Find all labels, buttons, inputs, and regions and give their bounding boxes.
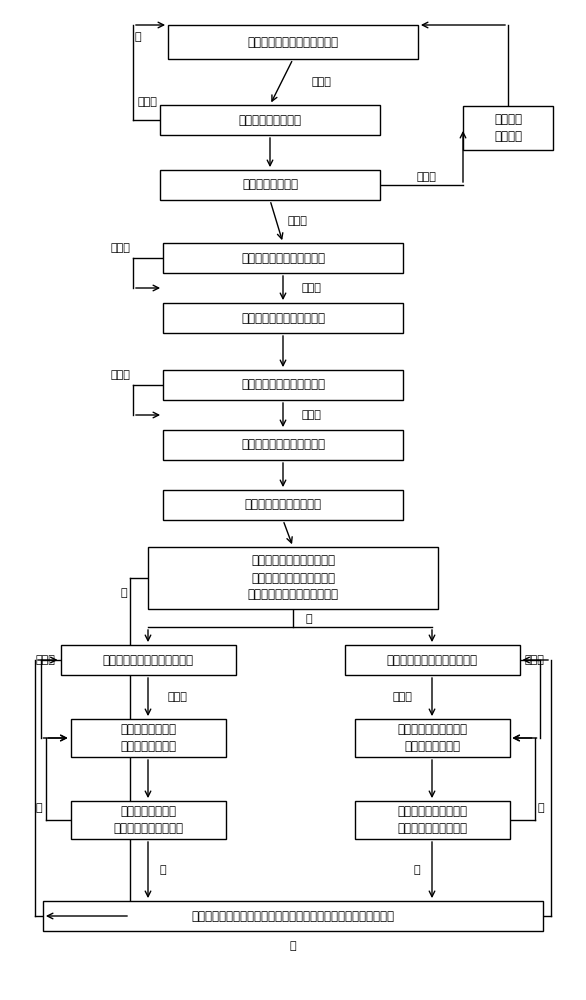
Text: 接收电平模式电能参量信号: 接收电平模式电能参量信号 (241, 312, 325, 324)
Bar (163, 490, 403, 520)
Text: 高电平: 高电平 (168, 692, 188, 702)
Text: 检测数传比较器比较结果信号: 检测数传比较器比较结果信号 (103, 654, 193, 666)
Text: 有信号: 有信号 (301, 410, 321, 420)
Text: 否: 否 (537, 803, 544, 813)
Text: 检测故障判决信号: 检测故障判决信号 (242, 178, 298, 192)
Text: 无故障: 无故障 (288, 217, 308, 227)
Text: 控制无线收发模块
开启低频信号发射: 控制无线收发模块 开启低频信号发射 (120, 723, 176, 753)
Text: 接收图像模式电能参量信号: 接收图像模式电能参量信号 (241, 438, 325, 452)
Bar (160, 170, 380, 200)
Bar (60, 645, 236, 675)
Text: 检测无线收发模块
是否发送操作完成信号: 检测无线收发模块 是否发送操作完成信号 (113, 805, 183, 835)
Text: 低电平: 低电平 (36, 655, 56, 665)
Text: 无信号: 无信号 (110, 370, 130, 380)
Text: 否: 否 (36, 803, 43, 813)
Text: 低电平: 低电平 (524, 655, 544, 665)
Text: 有指令: 有指令 (311, 77, 331, 87)
Text: 检测低频无线信号的采集指令: 检测低频无线信号的采集指令 (247, 35, 339, 48)
Bar (160, 105, 380, 135)
Text: 发送故障
报警信息: 发送故障 报警信息 (494, 113, 522, 143)
Text: 检测图像信号传输模块
是否发送操作完成信号: 检测图像信号传输模块 是否发送操作完成信号 (397, 805, 467, 835)
Bar (345, 645, 520, 675)
Text: 检测电平模式电能参量信号: 检测电平模式电能参量信号 (241, 251, 325, 264)
Text: 比对电平模式电能参量信号
和图像模式电能参量信号所
对应的数值是否在误差范围内: 比对电平模式电能参量信号 和图像模式电能参量信号所 对应的数值是否在误差范围内 (247, 554, 339, 601)
Text: 有故障: 有故障 (417, 172, 437, 182)
Bar (463, 106, 553, 150)
Text: 高电平: 高电平 (392, 692, 412, 702)
Bar (43, 901, 543, 931)
Text: 否: 否 (120, 588, 127, 598)
Text: 是: 是 (160, 865, 166, 875)
Text: 发送电参量采集指令: 发送电参量采集指令 (239, 113, 302, 126)
Bar (168, 25, 418, 59)
Bar (163, 243, 403, 273)
Text: 有信号: 有信号 (301, 283, 321, 293)
Bar (70, 719, 226, 757)
Text: 控制图像信号传输模块
开启高频信号发射: 控制图像信号传输模块 开启高频信号发射 (397, 723, 467, 753)
Bar (163, 430, 403, 460)
Text: 是: 是 (135, 32, 141, 42)
Text: 是: 是 (305, 614, 312, 624)
Text: 检测图像模式电能参量信号: 检测图像模式电能参量信号 (241, 378, 325, 391)
Bar (163, 370, 403, 400)
Bar (355, 801, 509, 839)
Text: 无指令: 无指令 (138, 97, 158, 107)
Bar (148, 547, 438, 609)
Bar (70, 801, 226, 839)
Text: 检测无线收发模块和图像信号传输模块是否全部发送操作完成信号: 检测无线收发模块和图像信号传输模块是否全部发送操作完成信号 (192, 910, 394, 922)
Text: 检测图传比较器比较结果信号: 检测图传比较器比较结果信号 (387, 654, 478, 666)
Text: 发送停止电参量采集指令: 发送停止电参量采集指令 (244, 498, 322, 512)
Bar (163, 303, 403, 333)
Text: 无信号: 无信号 (110, 243, 130, 253)
Bar (355, 719, 509, 757)
Text: 是: 是 (413, 865, 420, 875)
Text: 否: 否 (289, 941, 297, 951)
